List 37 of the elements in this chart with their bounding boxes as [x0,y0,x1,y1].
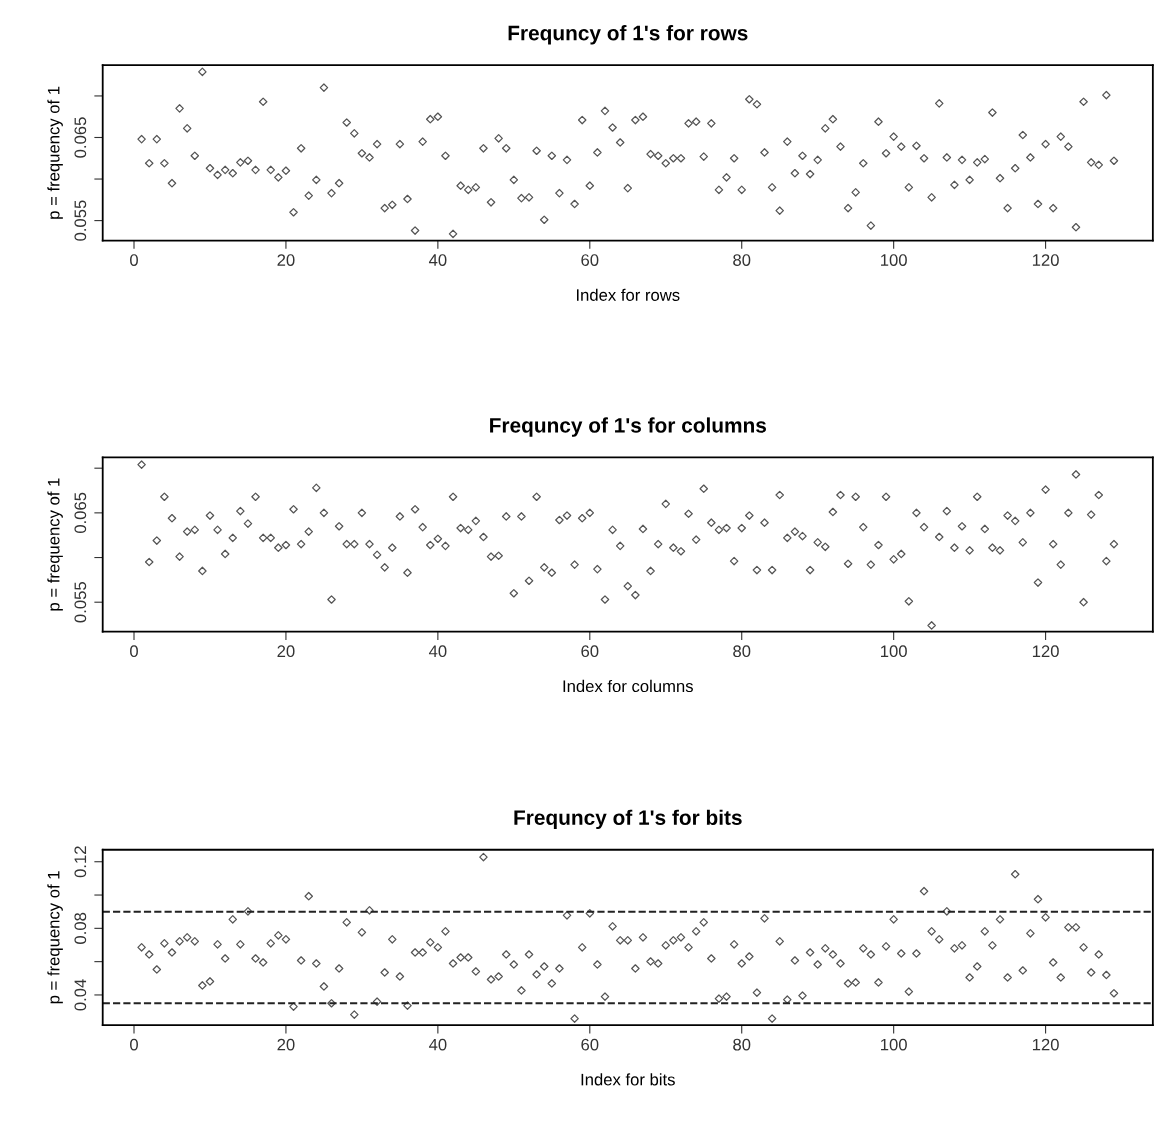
chart-title: Frequncy of 1's for columns [490,417,767,437]
y-tick-label: 0.04 [74,979,87,1011]
x-tick-label: 40 [428,254,447,266]
x-tick-label: 40 [428,645,447,658]
x-tick-label: 60 [581,254,599,266]
x-tick-label: 60 [581,1038,599,1051]
x-axis-title: Index for columns [563,679,693,693]
chart-title: Frequncy of 1's for bits [514,809,742,830]
y-tick-label: 0.065 [74,492,87,534]
x-tick-label: 0 [130,1038,138,1051]
x-tick-label: 100 [881,645,907,658]
x-axis-title: Index for rows [576,288,680,301]
y-tick-label: 0.065 [74,117,87,158]
x-tick-label: 120 [1032,645,1059,658]
y-tick-label: 0.055 [74,582,87,623]
x-tick-label: 80 [733,1038,751,1051]
chart-title: Frequncy of 1's for rows [508,25,748,45]
y-axis-title: p = frequency of 1 [47,871,63,1004]
x-tick-label: 100 [881,1038,907,1051]
x-tick-label: 20 [277,1038,295,1051]
y-tick-label: 0.12 [74,846,87,878]
x-tick-label: 0 [130,645,138,658]
x-tick-label: 100 [881,254,907,266]
x-tick-label: 120 [1032,254,1059,266]
y-axis-title: p = frequency of 1 [47,478,63,611]
y-tick-label: 0.08 [74,912,87,944]
x-tick-label: 60 [581,645,599,658]
x-tick-label: 40 [428,1038,447,1051]
x-tick-label: 20 [277,254,295,266]
x-tick-label: 120 [1032,1038,1059,1051]
y-axis-title: p = frequency of 1 [47,86,63,219]
x-tick-label: 80 [733,645,751,658]
x-tick-label: 80 [733,254,751,266]
y-tick-label: 0.055 [74,200,87,241]
x-tick-label: 20 [277,645,295,658]
x-axis-title: Index for bits [581,1073,675,1086]
x-tick-label: 0 [130,254,138,266]
